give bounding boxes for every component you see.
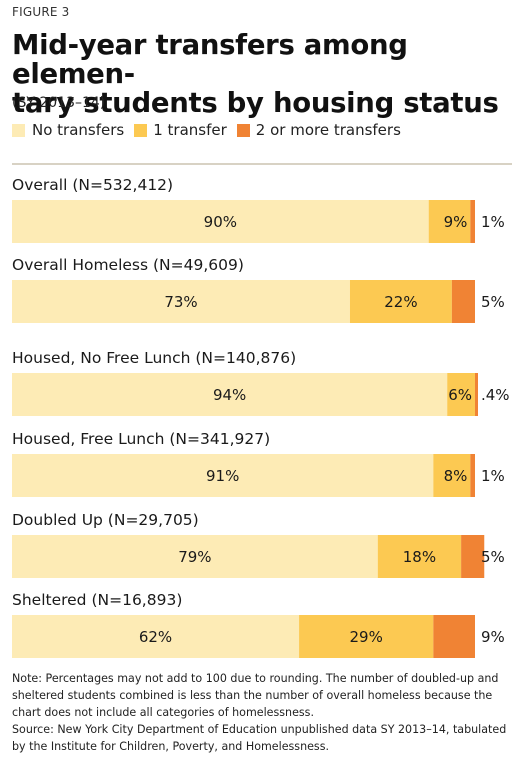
category-label: Housed, No Free Lunch (N=140,876)	[12, 349, 296, 367]
category-label: Sheltered (N=16,893)	[12, 591, 182, 609]
data-label-one-transfer: 22%	[384, 293, 417, 311]
chart-title-line-1: Mid-year transfers among elemen-	[12, 29, 408, 90]
bar-segment-no-transfers	[12, 454, 434, 497]
bar-row: Sheltered (N=16,893) 62% 29% 9%	[12, 591, 505, 658]
bar-segment-two-plus	[433, 615, 475, 658]
legend-label-two-plus-transfers: 2 or more transfers	[255, 121, 401, 139]
category-label: Housed, Free Lunch (N=341,927)	[12, 430, 270, 448]
bar-segment-two-plus	[470, 200, 475, 243]
bar-segment-no-transfers	[12, 535, 378, 578]
chart-title-line-2: tary students by housing status	[12, 87, 499, 119]
bar-segment-two-plus	[470, 454, 475, 497]
data-label-one-transfer: 9%	[444, 213, 468, 231]
figure-label: FIGURE 3	[12, 5, 70, 19]
bar-segment-no-transfers	[12, 200, 429, 243]
legend-item-no-transfers: No transfers	[12, 121, 124, 139]
bar-row: Housed, No Free Lunch (N=140,876) 94% 6% .4…	[12, 349, 510, 416]
category-label: Doubled Up (N=29,705)	[12, 511, 199, 529]
data-label-no-transfers: 73%	[164, 293, 197, 311]
category-label: Overall (N=532,412)	[12, 176, 173, 194]
data-label-no-transfers: 94%	[213, 386, 246, 404]
data-label-one-transfer: 6%	[448, 386, 472, 404]
bar-segment-one-transfer	[349, 280, 452, 323]
bar-segment-one-transfer	[377, 535, 462, 578]
legend: No transfers 1 transfer 2 or more transf…	[12, 121, 411, 139]
bar-row: Overall Homeless (N=49,609) 73% 22% 5%	[12, 256, 505, 323]
chart-title: Mid-year transfers among elemen- tary st…	[12, 31, 512, 118]
bar-segment-no-transfers	[12, 280, 350, 323]
data-label-no-transfers: 91%	[206, 467, 239, 485]
chart-notes: Note: Percentages may not add to 100 due…	[12, 670, 512, 755]
data-label-no-transfers: 90%	[204, 213, 237, 231]
legend-item-one-transfer: 1 transfer	[134, 121, 227, 139]
data-label-no-transfers: 79%	[178, 548, 211, 566]
legend-swatch-two-plus-transfers	[236, 123, 250, 137]
data-label-two-plus: 1%	[481, 467, 505, 485]
bar-segment-two-plus	[475, 373, 478, 416]
data-label-one-transfer: 18%	[403, 548, 436, 566]
data-label-two-plus: 1%	[481, 213, 505, 231]
legend-divider	[12, 163, 512, 165]
bar-row: Overall (N=532,412) 90% 9% 1%	[12, 176, 505, 243]
bar-segment-one-transfer	[447, 373, 475, 416]
data-label-two-plus: .4%	[481, 386, 510, 404]
bar-segment-two-plus	[461, 535, 485, 578]
bar-row: Housed, Free Lunch (N=341,927) 91% 8% 1%	[12, 430, 505, 497]
bar-segment-one-transfer	[433, 454, 471, 497]
bar-segment-one-transfer	[299, 615, 434, 658]
bar-row: Doubled Up (N=29,705) 79% 18% 5%	[12, 511, 505, 578]
category-label: Overall Homeless (N=49,609)	[12, 256, 244, 274]
legend-swatch-one-transfer	[134, 123, 148, 137]
data-label-one-transfer: 29%	[350, 628, 383, 646]
bar-segment-one-transfer	[428, 200, 471, 243]
data-label-two-plus: 5%	[481, 548, 505, 566]
footnote: Note: Percentages may not add to 100 due…	[12, 672, 499, 719]
data-label-two-plus: 5%	[481, 293, 505, 311]
legend-label-one-transfer: 1 transfer	[153, 121, 227, 139]
bar-segment-no-transfers	[12, 615, 300, 658]
data-label-no-transfers: 62%	[139, 628, 172, 646]
chart-subtitle: (SY 2013–14)	[12, 95, 106, 111]
legend-label-no-transfers: No transfers	[32, 121, 125, 139]
bar-segment-two-plus	[451, 280, 475, 323]
legend-item-two-plus-transfers: 2 or more transfers	[236, 121, 401, 139]
data-label-two-plus: 9%	[481, 628, 505, 646]
data-label-one-transfer: 8%	[444, 467, 468, 485]
source-note: Source: New York City Department of Educ…	[12, 723, 507, 753]
bar-segment-no-transfers	[12, 373, 448, 416]
legend-swatch-no-transfers	[12, 123, 25, 137]
